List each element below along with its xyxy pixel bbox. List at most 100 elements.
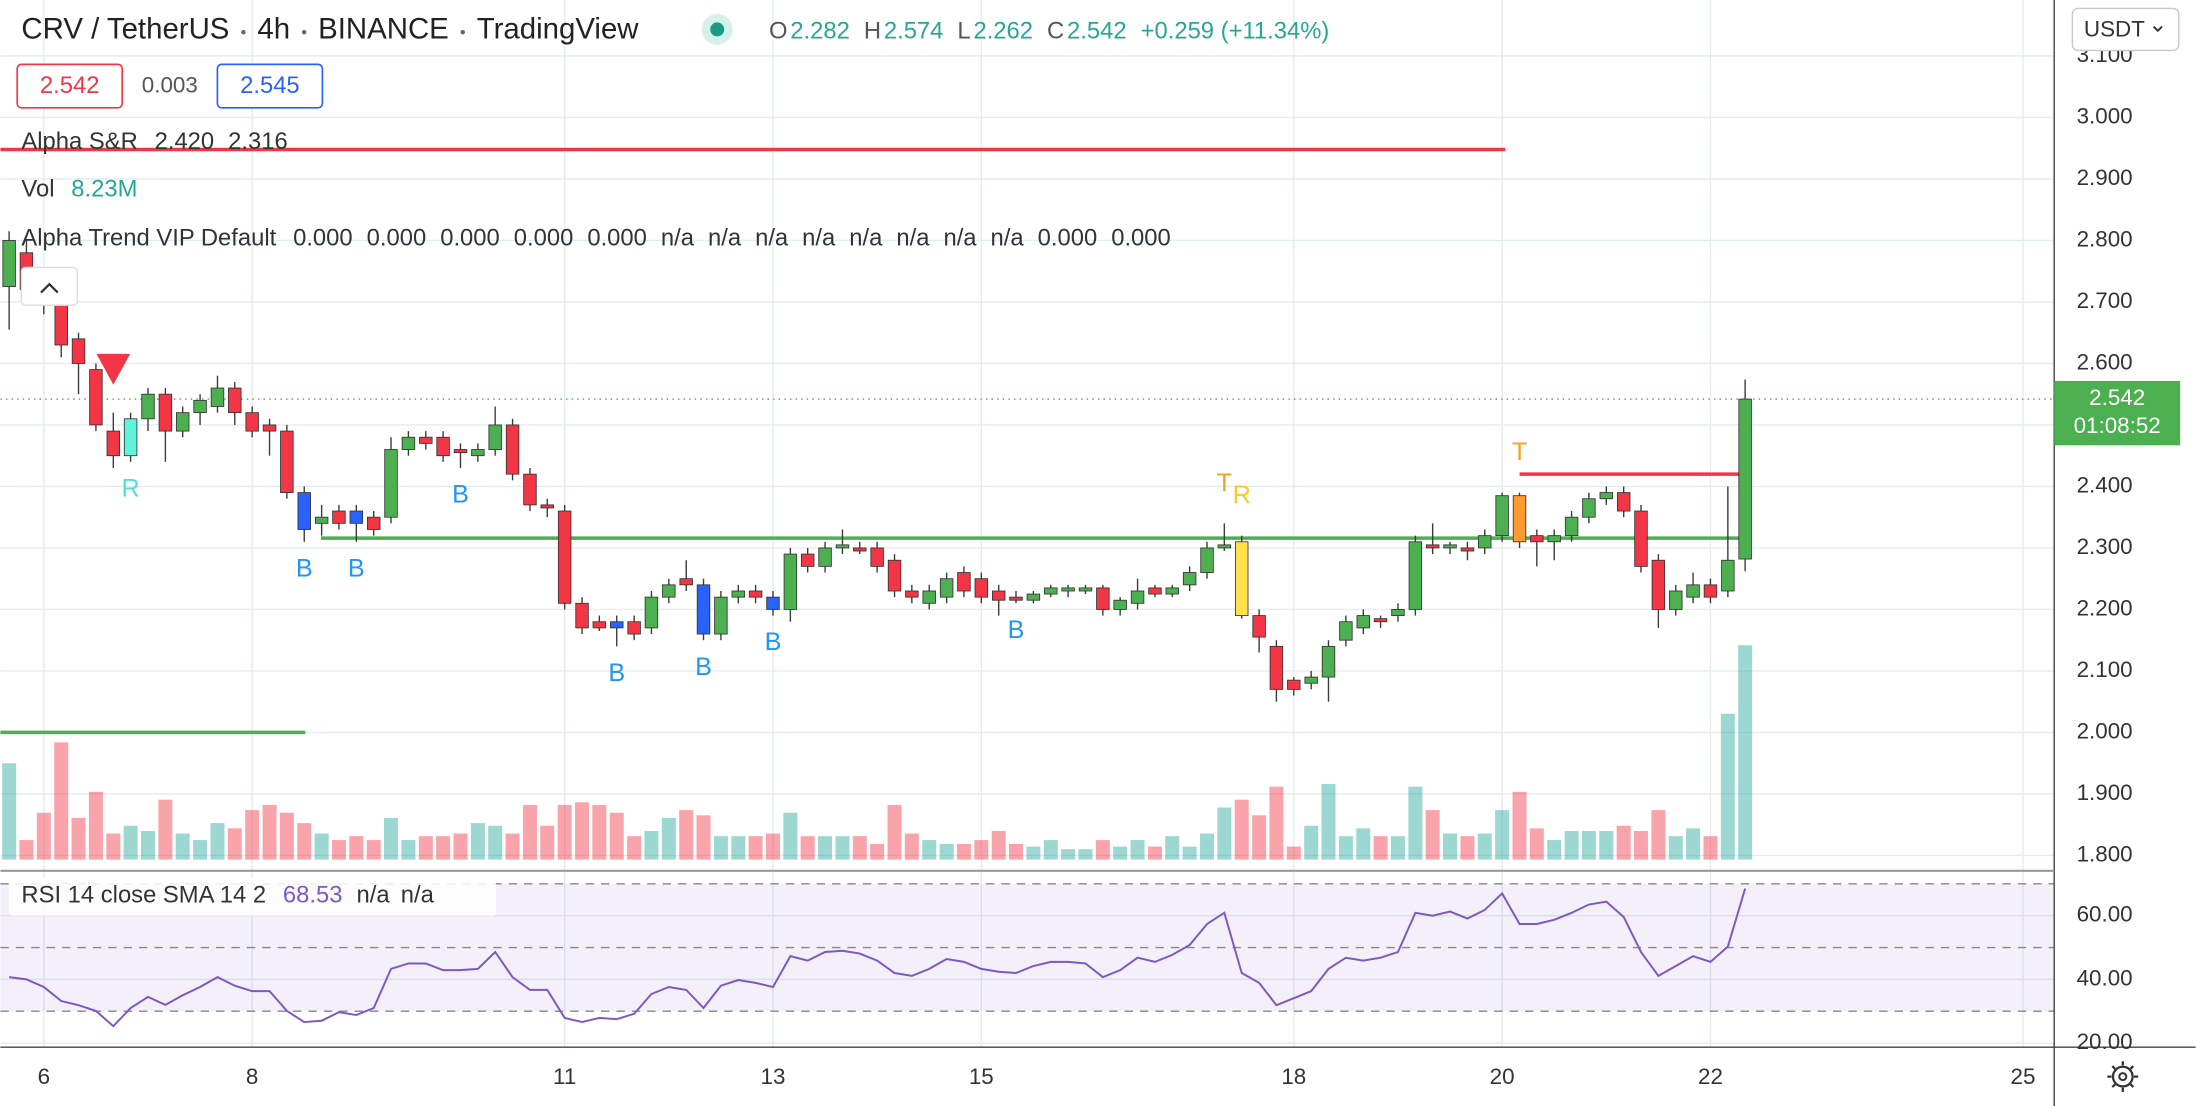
gear-icon[interactable] <box>2118 1072 2128 1082</box>
indicator-name: Vol <box>21 176 54 203</box>
indicator-value: 0.000 <box>587 225 647 252</box>
signal-label: T <box>1217 469 1232 497</box>
sell-button[interactable] <box>16 63 124 109</box>
candle-body <box>193 399 207 414</box>
spread: 0.003 <box>142 73 198 98</box>
sell-price[interactable]: 2.542 <box>40 72 100 99</box>
candle-body <box>1165 587 1179 595</box>
settings-button[interactable] <box>2107 1061 2139 1092</box>
candle-body <box>1564 516 1579 537</box>
volume-bar <box>575 802 590 860</box>
volume-bar <box>36 812 51 860</box>
volume-bar <box>141 830 156 860</box>
candle-body <box>610 621 624 629</box>
volume-bar <box>1182 846 1197 860</box>
indicator-value: 0.000 <box>1038 225 1098 252</box>
volume-bar <box>1078 849 1093 860</box>
price-axis-bg <box>2054 0 2196 1106</box>
candle-body <box>1182 572 1197 586</box>
chevron[interactable] <box>2152 25 2163 33</box>
ohlc-key: O <box>769 17 788 44</box>
price-tag <box>2054 380 2181 446</box>
candle-body <box>575 602 589 629</box>
y-tick-label: 2.700 <box>2077 288 2133 313</box>
y-tick-label: 20.00 <box>2077 1029 2133 1054</box>
candle-body <box>54 301 68 346</box>
candle-body <box>1634 510 1648 567</box>
candle-body <box>557 510 572 604</box>
candle-body <box>123 418 138 457</box>
volume-bar <box>1304 825 1319 860</box>
volume-bar <box>661 817 676 860</box>
candle-body <box>1044 587 1058 595</box>
gear-icon[interactable] <box>2111 1065 2134 1088</box>
volume-bar <box>1321 784 1336 860</box>
candle-body <box>297 492 311 530</box>
volume-bar <box>522 804 537 860</box>
candle-body <box>1287 679 1301 690</box>
signal-label: B <box>452 481 469 509</box>
volume-bar <box>210 823 225 860</box>
currency-label[interactable]: USDT <box>2084 17 2145 42</box>
separator <box>241 29 246 35</box>
candle-body <box>141 393 155 420</box>
signal-label: B <box>296 554 313 582</box>
volume-bar <box>384 817 399 860</box>
y-tick-label: 60.00 <box>2077 902 2133 927</box>
candle-body <box>332 510 346 524</box>
signal-label: B <box>695 653 712 681</box>
indicator-value: 0.000 <box>514 225 574 252</box>
signal-label: B <box>1008 616 1025 644</box>
candle-body <box>349 510 364 524</box>
buy-price[interactable]: 2.545 <box>240 72 300 99</box>
candle-body <box>1530 535 1544 543</box>
y-tick-label: 2.600 <box>2077 349 2133 374</box>
volume-bar <box>991 830 1006 860</box>
volume-bar <box>1008 843 1023 860</box>
buy-button[interactable] <box>216 63 324 109</box>
candle-body <box>71 338 86 364</box>
volume-bar <box>1390 836 1405 860</box>
volume-bar <box>1460 836 1475 860</box>
candle-body <box>887 559 902 592</box>
volume-bar <box>1356 828 1371 860</box>
candle-body <box>1200 547 1214 573</box>
overlay: USDT 2.542 0.003 2.545 CRV / TetherUS 4h B… <box>8 7 2180 916</box>
volume-bar <box>1512 791 1527 860</box>
candle-body <box>262 424 277 432</box>
volume-bar <box>1338 836 1353 860</box>
grid <box>0 0 2055 1048</box>
volume-bar <box>1425 810 1440 860</box>
candle-body <box>1495 495 1509 537</box>
volume-bar <box>1269 786 1284 860</box>
candle-body <box>436 436 450 457</box>
signal-label: T <box>1512 438 1527 466</box>
indicator-value: 0.000 <box>440 225 500 252</box>
volume-bar <box>748 836 763 860</box>
candle-body <box>991 590 1006 601</box>
y-tick-label: 40.00 <box>2077 965 2133 990</box>
volume-bar <box>123 825 138 860</box>
volume-bar <box>1130 840 1145 860</box>
collapse-button[interactable] <box>20 266 79 306</box>
volume-bar <box>922 840 937 860</box>
candle-body <box>939 578 954 598</box>
volume-bar <box>1061 849 1076 860</box>
candle-body <box>800 553 815 567</box>
chevron[interactable] <box>40 282 59 294</box>
candle-body <box>731 590 746 598</box>
volume-bar <box>1026 846 1041 860</box>
signal-label: R <box>1233 481 1251 509</box>
volume-bar <box>939 843 954 860</box>
volume-bar <box>1234 799 1249 860</box>
x-tick-label: 18 <box>1281 1064 1306 1089</box>
candle-body <box>1026 593 1041 601</box>
volume-bar <box>279 812 294 860</box>
candle-body <box>696 584 711 635</box>
currency-button[interactable] <box>2071 7 2180 52</box>
candle-body <box>974 578 989 598</box>
volume-bar <box>1581 830 1596 860</box>
indicator-value: 68.53 <box>283 881 343 908</box>
